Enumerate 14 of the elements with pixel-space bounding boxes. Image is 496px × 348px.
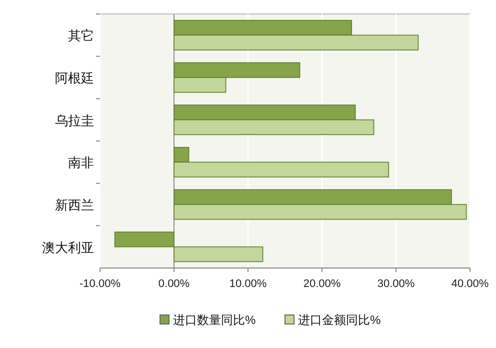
x-tick-label: 0.00% [158,278,190,290]
y-tick-label: 其它 [68,28,94,44]
legend-label: 进口金额同比% [298,313,381,327]
y-tick-label: 阿根廷 [55,70,94,86]
y-tick-label: 南非 [68,155,94,170]
x-tick-label: 20.00% [303,278,341,290]
y-tick-label: 乌拉圭 [55,112,94,128]
legend-label: 进口数量同比% [173,313,256,327]
y-tick-label: 新西兰 [55,198,94,212]
x-tick-label: 10.00% [229,278,267,290]
x-tick-label: -10.00% [80,278,121,290]
y-tick-label: 澳大利亚 [42,240,94,255]
x-tick-label: 40.00% [451,278,489,290]
x-tick-label: 30.00% [377,278,415,290]
